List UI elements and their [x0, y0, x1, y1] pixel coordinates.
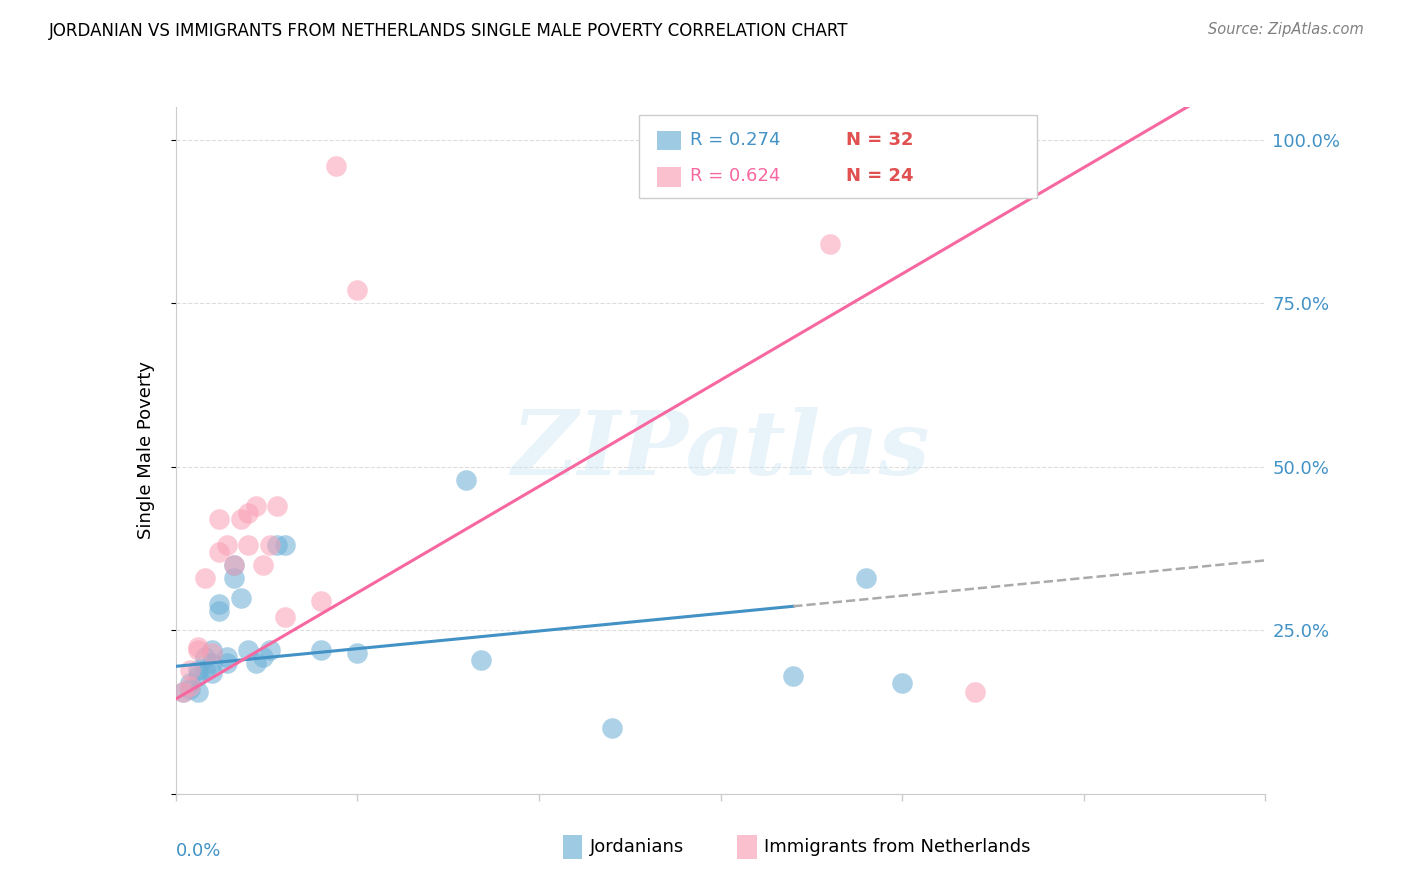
Point [259, 538, 281, 552]
Point [172, 685, 194, 699]
Point [309, 643, 332, 657]
Point [252, 649, 274, 664]
Bar [658, 131, 682, 151]
Text: Immigrants from Netherlands: Immigrants from Netherlands [765, 838, 1031, 856]
Point [186, 640, 209, 654]
Point [259, 643, 281, 657]
Point [818, 237, 841, 252]
Text: Jordanians: Jordanians [591, 838, 685, 856]
Point [201, 656, 224, 670]
Point [186, 685, 209, 699]
Point [309, 594, 332, 608]
Bar [658, 168, 682, 186]
Point [238, 643, 260, 657]
Point [245, 499, 267, 513]
Point [231, 512, 253, 526]
Point [245, 656, 267, 670]
Point [222, 558, 245, 572]
Point [201, 646, 224, 660]
Y-axis label: Single Male Poverty: Single Male Poverty [136, 361, 155, 540]
Point [782, 669, 804, 683]
Point [215, 538, 238, 552]
Point [238, 506, 260, 520]
Point [470, 653, 492, 667]
Point [274, 610, 297, 624]
Point [179, 679, 201, 693]
Point [963, 685, 986, 699]
Text: R = 0.624: R = 0.624 [690, 168, 780, 186]
Point [891, 675, 914, 690]
Point [194, 571, 217, 585]
Text: 0.0%: 0.0% [176, 842, 221, 860]
Text: N = 24: N = 24 [846, 168, 914, 186]
Point [172, 685, 194, 699]
Point [346, 283, 368, 297]
Text: N = 32: N = 32 [846, 131, 914, 149]
Point [194, 649, 217, 664]
Bar [562, 835, 582, 859]
Point [600, 722, 623, 736]
Point [179, 675, 201, 690]
FancyBboxPatch shape [638, 114, 1036, 198]
Point [266, 499, 288, 513]
Point [208, 604, 231, 618]
Point [325, 159, 347, 173]
Text: R = 0.274: R = 0.274 [690, 131, 780, 149]
Point [274, 538, 297, 552]
Point [208, 597, 231, 611]
Point [186, 643, 209, 657]
Point [208, 512, 231, 526]
Point [456, 473, 478, 487]
Point [252, 558, 274, 572]
Bar [737, 835, 756, 859]
Point [201, 665, 224, 680]
Point [855, 571, 877, 585]
Point [238, 538, 260, 552]
Point [179, 682, 201, 697]
Point [346, 646, 368, 660]
Text: ZIPatlas: ZIPatlas [512, 408, 929, 493]
Point [222, 558, 245, 572]
Point [186, 669, 209, 683]
Point [208, 545, 231, 559]
Text: JORDANIAN VS IMMIGRANTS FROM NETHERLANDS SINGLE MALE POVERTY CORRELATION CHART: JORDANIAN VS IMMIGRANTS FROM NETHERLANDS… [49, 22, 849, 40]
Text: Source: ZipAtlas.com: Source: ZipAtlas.com [1208, 22, 1364, 37]
Point [201, 643, 224, 657]
Point [231, 591, 253, 605]
Point [186, 663, 209, 677]
Point [215, 656, 238, 670]
Point [215, 649, 238, 664]
Point [222, 571, 245, 585]
Point [179, 663, 201, 677]
Point [194, 663, 217, 677]
Point [266, 538, 288, 552]
